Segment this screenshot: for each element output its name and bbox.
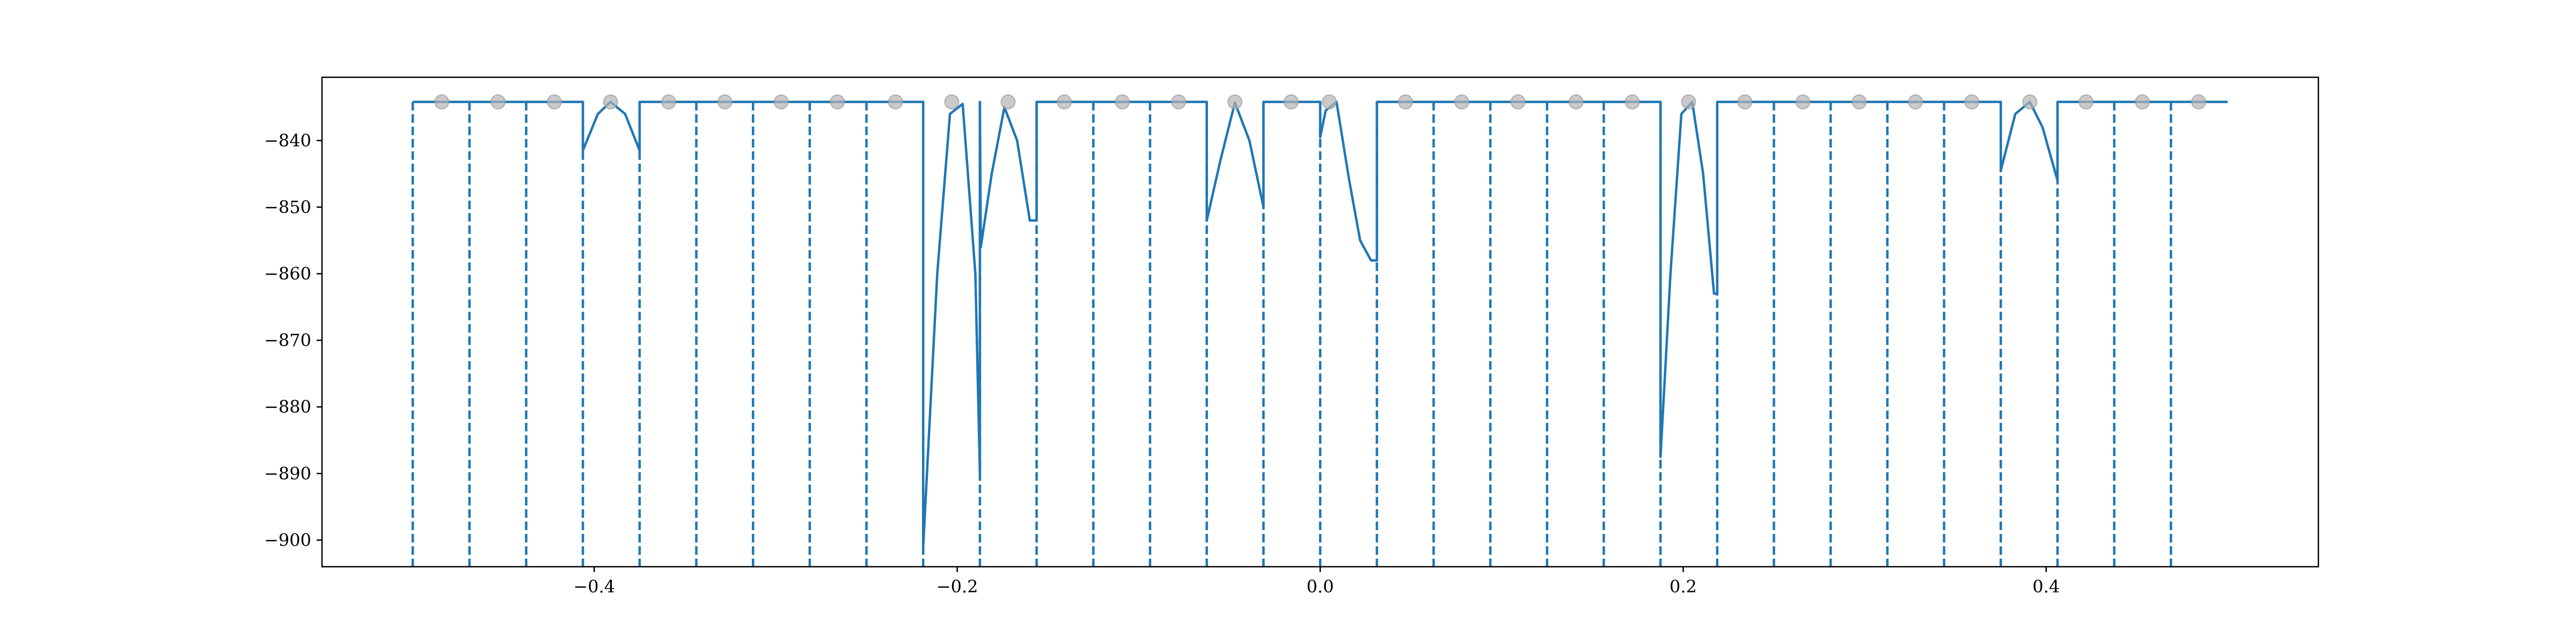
markers-layer xyxy=(434,94,2206,109)
sample-marker xyxy=(661,94,676,109)
sample-marker xyxy=(1283,94,1299,109)
y-tick-label: −840 xyxy=(264,130,311,151)
sample-marker xyxy=(2134,94,2150,109)
sample-marker xyxy=(1795,94,1811,109)
sample-marker xyxy=(830,94,845,109)
sample-marker xyxy=(944,94,960,109)
y-tick-label: −860 xyxy=(264,264,311,284)
sample-marker xyxy=(2191,94,2206,109)
sample-marker xyxy=(1227,94,1243,109)
sample-marker xyxy=(434,94,450,109)
x-tick-label: −0.2 xyxy=(936,576,978,597)
sample-marker xyxy=(888,94,903,109)
sample-marker xyxy=(773,94,789,109)
series-line xyxy=(413,100,2228,548)
sample-marker xyxy=(1510,94,1526,109)
sample-marker xyxy=(717,94,733,109)
sample-marker xyxy=(1057,94,1072,109)
sample-marker xyxy=(1851,94,1867,109)
x-tick-label: −0.4 xyxy=(573,576,615,597)
y-tick-label: −880 xyxy=(264,397,311,417)
sample-marker xyxy=(1624,94,1640,109)
sample-marker xyxy=(1321,94,1337,109)
sample-marker xyxy=(603,94,618,109)
sample-marker xyxy=(1568,94,1584,109)
sample-marker xyxy=(2079,94,2094,109)
sample-marker xyxy=(1964,94,1980,109)
sample-marker xyxy=(1681,94,1696,109)
sample-marker xyxy=(1000,94,1016,109)
y-axis: −840 −850 −860 −870 −880 −890 −900 xyxy=(264,130,322,550)
sample-marker xyxy=(1908,94,1923,109)
y-tick-label: −870 xyxy=(264,330,311,350)
sample-marker xyxy=(546,94,562,109)
series-layer xyxy=(413,100,2228,548)
x-tick-label: 0.4 xyxy=(2032,576,2060,597)
sample-marker xyxy=(1397,94,1413,109)
sample-marker xyxy=(1454,94,1469,109)
x-tick-label: 0.0 xyxy=(1307,576,1334,597)
y-tick-label: −890 xyxy=(264,463,311,484)
sample-marker xyxy=(491,94,506,109)
y-tick-label: −850 xyxy=(264,197,311,217)
x-axis: −0.4 −0.2 0.0 0.2 0.4 xyxy=(573,567,2060,597)
x-tick-label: 0.2 xyxy=(1670,576,1697,597)
sample-marker xyxy=(1737,94,1753,109)
sample-marker xyxy=(2022,94,2038,109)
sample-marker xyxy=(1115,94,1130,109)
sample-marker xyxy=(1171,94,1187,109)
y-tick-label: −900 xyxy=(264,530,311,550)
